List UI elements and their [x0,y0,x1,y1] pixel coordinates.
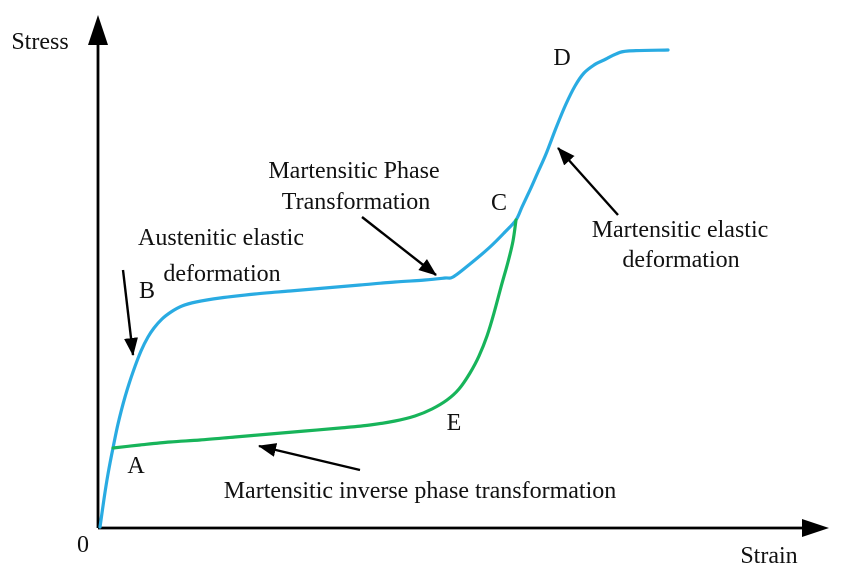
austenitic-elastic-deformation-arrow [121,269,138,356]
curves [98,48,670,529]
axis-labels: Stress Strain 0 A B C D E [11,29,797,569]
annotations: Austenitic elastic deformation Martensitic… [121,147,769,504]
axes [88,15,829,537]
point-label-e: E [447,410,462,436]
martensitic-phase-transformation-arrow [361,216,437,276]
martensitic-inverse-phase-transformation-arrow [258,443,361,472]
loading-curve [98,48,670,529]
x-axis-arrowhead-icon [802,519,829,537]
origin-label: 0 [77,532,89,558]
austenitic-elastic-deformation-text-line-1: Austenitic elastic [138,225,304,251]
x-axis-title: Strain [740,543,797,569]
point-label-b: B [139,278,155,304]
martensitic-elastic-deformation-arrow [557,147,619,216]
martensitic-phase-transformation-text-line-2: Transformation [282,189,430,215]
martensitic-inverse-phase-transformation-text-line-1: Martensitic inverse phase transformation [224,478,617,504]
y-axis-title: Stress [11,29,68,55]
point-label-d: D [553,45,570,71]
point-label-c: C [491,190,507,216]
unloading-curve [111,218,518,450]
martensitic-elastic-deformation-text-line-2: deformation [622,247,739,273]
martensitic-phase-transformation-text-line-1: Martensitic Phase [268,158,439,184]
austenitic-elastic-deformation-text-line-2: deformation [163,261,280,287]
y-axis-arrowhead-icon [88,15,108,45]
point-label-a: A [127,453,145,479]
martensitic-elastic-deformation-text-line-1: Martensitic elastic [592,217,769,243]
